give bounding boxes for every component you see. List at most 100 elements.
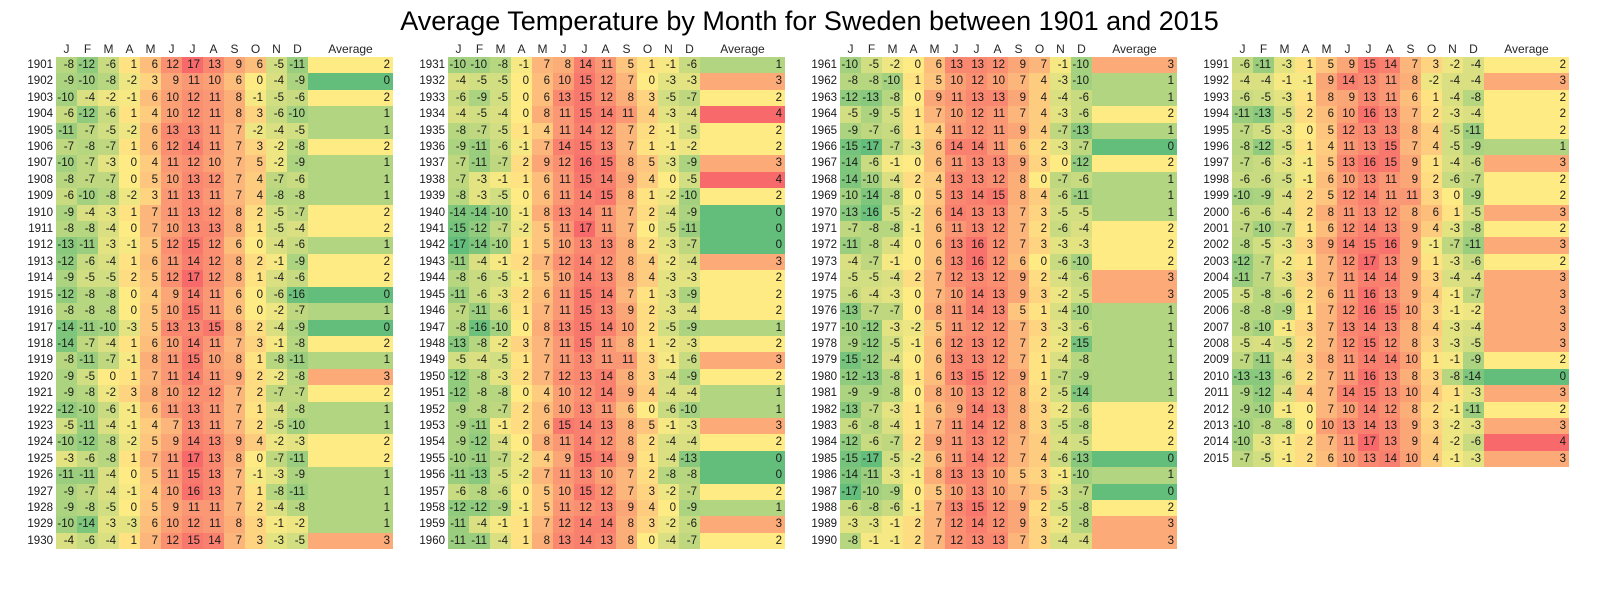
- heatmap-cell: -4: [77, 204, 98, 222]
- heatmap-cell: 15: [574, 319, 595, 336]
- heatmap-cell: -6: [469, 286, 490, 304]
- heatmap-cell: 13: [574, 237, 595, 254]
- heatmap-cell: 3: [1029, 237, 1050, 254]
- heatmap-cell: 14: [966, 139, 987, 156]
- heatmap-cell: 1: [511, 532, 532, 550]
- year-row: 2005 -5 -8 -6 2 6 11 16 13 9 4 -1 -7 3: [1202, 286, 1569, 304]
- year-row: 1952 -9 -8 -7 2 6 10 13 11 6 0 -6 -10 1: [418, 401, 785, 418]
- heatmap-cell: 12: [203, 385, 224, 402]
- heatmap-cell: 6: [532, 188, 553, 205]
- heatmap-cell: -10: [679, 401, 700, 418]
- heatmap-cell: -6: [266, 106, 287, 123]
- heatmap-cell: 7: [616, 204, 637, 222]
- heatmap-cell: -4: [266, 270, 287, 287]
- heatmap-cell: 8: [1008, 188, 1029, 205]
- heatmap-cell: -9: [679, 368, 700, 386]
- heatmap-cell: -14: [1071, 385, 1092, 402]
- header-row: J F M A M J J A S O N D Average: [418, 41, 785, 57]
- heatmap-cell: -5: [490, 122, 511, 140]
- month-header: M: [103, 42, 114, 56]
- heatmap-cell: -7: [1050, 171, 1071, 189]
- heatmap-cell: -2: [119, 73, 140, 90]
- heatmap-cell: 12: [161, 139, 182, 156]
- heatmap-cell: 12: [161, 237, 182, 254]
- heatmap-cell: -7: [287, 303, 308, 320]
- heatmap-cell: 12: [203, 270, 224, 287]
- heatmap-cell: 0: [119, 499, 140, 517]
- year-label: 2011: [1202, 385, 1232, 402]
- heatmap-cell: 13: [945, 499, 966, 517]
- heatmap-cell: -4: [1050, 303, 1071, 320]
- heatmap-cell: -10: [490, 319, 511, 336]
- heatmap-cell: 6: [532, 401, 553, 418]
- heatmap-cell: 1: [1442, 385, 1463, 402]
- heatmap-cell: 8: [1400, 122, 1421, 140]
- heatmap-cell: 9: [161, 73, 182, 90]
- heatmap-cell: 14: [1358, 319, 1379, 336]
- heatmap-cell: -7: [861, 122, 882, 140]
- heatmap-cell: -8: [658, 467, 679, 484]
- month-header: M: [1321, 42, 1332, 56]
- heatmap-cell: -8: [77, 286, 98, 304]
- heatmap-cell: -5: [1253, 89, 1274, 107]
- heatmap-cell: -8: [287, 368, 308, 386]
- heatmap-cell: -7: [490, 221, 511, 238]
- heatmap-cell: 0: [1029, 171, 1050, 189]
- year-row: 1972 -11 -8 -4 0 6 13 16 12 7 3 -3 -3 2: [810, 237, 1177, 254]
- heatmap-cell: 13: [574, 352, 595, 369]
- heatmap-cell: 0: [511, 188, 532, 205]
- heatmap-cell: 4: [1421, 319, 1442, 336]
- heatmap-cell: -1: [1274, 401, 1295, 418]
- heatmap-cell: 2: [1295, 286, 1316, 304]
- heatmap-cell: -4: [98, 483, 119, 500]
- heatmap-cell: -8: [861, 237, 882, 254]
- heatmap-cell: 8: [1008, 417, 1029, 435]
- heatmap-cell: 9: [1400, 171, 1421, 189]
- heatmap-cell: 5: [532, 499, 553, 517]
- heatmap-cell: 9: [1400, 434, 1421, 451]
- heatmap-cell: 5: [140, 237, 161, 254]
- heatmap-cell: -10: [56, 89, 77, 107]
- heatmap-cell: -2: [245, 122, 266, 140]
- year-label: 1986: [810, 467, 840, 484]
- heatmap-cell: 4: [1029, 450, 1050, 468]
- year-label: 2000: [1202, 204, 1232, 222]
- heatmap-cell: 3: [1029, 286, 1050, 304]
- heatmap-cell: 1: [1295, 221, 1316, 238]
- heatmap-cell: 4: [637, 270, 658, 287]
- average-cell: 2: [1092, 253, 1177, 271]
- heatmap-cell: 13: [966, 385, 987, 402]
- average-cell: 3: [1484, 155, 1569, 172]
- year-label: 1994: [1202, 106, 1232, 123]
- heatmap-cell: -8: [1071, 516, 1092, 533]
- year-row: 1937 -7 -11 -7 2 9 12 16 15 8 5 -3 -9 3: [418, 155, 785, 172]
- heatmap-cell: 8: [1008, 171, 1029, 189]
- heatmap-cell: 0: [903, 483, 924, 500]
- heatmap-cell: 12: [987, 270, 1008, 287]
- average-cell: 2: [1092, 155, 1177, 172]
- heatmap-cell: 12: [945, 270, 966, 287]
- heatmap-cell: -10: [1253, 319, 1274, 336]
- heatmap-cell: -9: [1071, 368, 1092, 386]
- heatmap-cell: -1: [1442, 303, 1463, 320]
- heatmap-cell: 4: [1295, 385, 1316, 402]
- year-label: 1959: [418, 516, 448, 533]
- heatmap-cell: -13: [840, 303, 861, 320]
- heatmap-cell: -1: [490, 171, 511, 189]
- heatmap-cell: 17: [1358, 253, 1379, 271]
- heatmap-cell: 13: [203, 434, 224, 451]
- heatmap-cell: 7: [224, 122, 245, 140]
- heatmap-cell: -3: [490, 286, 511, 304]
- header-row: J F M A M J J A S O N D Average: [1202, 41, 1569, 57]
- average-cell: 3: [1484, 73, 1569, 90]
- average-cell: 1: [308, 171, 393, 189]
- heatmap-cell: -8: [469, 368, 490, 386]
- heatmap-cell: 11: [1337, 270, 1358, 287]
- heatmap-cell: -1: [266, 253, 287, 271]
- heatmap-cell: 15: [574, 303, 595, 320]
- heatmap-cell: 0: [245, 303, 266, 320]
- heatmap-cell: 12: [1337, 303, 1358, 320]
- heatmap-cell: 7: [532, 335, 553, 353]
- heatmap-cell: 12: [987, 516, 1008, 533]
- average-cell: 2: [308, 204, 393, 222]
